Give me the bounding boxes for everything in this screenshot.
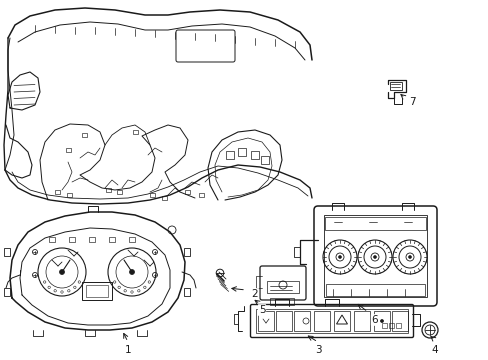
Circle shape: [373, 256, 376, 258]
Text: 2: 2: [251, 289, 258, 299]
Bar: [266, 281, 298, 293]
Bar: [82, 282, 112, 300]
Bar: [389, 82, 401, 90]
Bar: [105, 188, 110, 192]
Bar: [65, 148, 70, 152]
Bar: [293, 311, 309, 331]
Bar: [325, 284, 424, 296]
Bar: [275, 311, 291, 331]
Bar: [129, 237, 135, 242]
Bar: [117, 190, 122, 194]
Bar: [324, 215, 426, 297]
Bar: [395, 323, 400, 328]
Bar: [183, 288, 190, 296]
Bar: [89, 237, 95, 242]
Circle shape: [129, 270, 134, 274]
Circle shape: [407, 256, 411, 258]
Bar: [149, 193, 154, 197]
Bar: [391, 311, 407, 331]
Bar: [86, 285, 108, 297]
Text: 6: 6: [371, 315, 378, 325]
Bar: [55, 190, 61, 194]
Circle shape: [60, 270, 64, 274]
Bar: [381, 323, 386, 328]
Bar: [4, 288, 10, 296]
Bar: [353, 311, 369, 331]
Text: 4: 4: [431, 345, 437, 355]
Bar: [238, 148, 245, 156]
Bar: [325, 217, 425, 230]
Bar: [132, 130, 137, 134]
Bar: [258, 311, 273, 331]
Bar: [185, 190, 190, 194]
Bar: [4, 248, 10, 256]
Circle shape: [380, 320, 383, 323]
Bar: [109, 237, 115, 242]
Bar: [183, 248, 190, 256]
Bar: [269, 298, 293, 305]
Text: 5: 5: [258, 305, 265, 315]
Bar: [313, 311, 329, 331]
Bar: [333, 311, 349, 331]
Bar: [250, 151, 259, 159]
Bar: [82, 133, 87, 137]
Circle shape: [338, 256, 341, 258]
Bar: [373, 311, 389, 331]
Bar: [199, 193, 204, 197]
Bar: [162, 196, 167, 200]
Bar: [49, 237, 55, 242]
Text: 7: 7: [408, 97, 414, 107]
Bar: [256, 309, 407, 333]
Bar: [67, 193, 72, 197]
Bar: [69, 237, 75, 242]
Bar: [388, 323, 393, 328]
Bar: [261, 156, 268, 164]
Text: 1: 1: [124, 345, 131, 355]
Text: 3: 3: [314, 345, 321, 355]
Bar: [225, 151, 234, 159]
